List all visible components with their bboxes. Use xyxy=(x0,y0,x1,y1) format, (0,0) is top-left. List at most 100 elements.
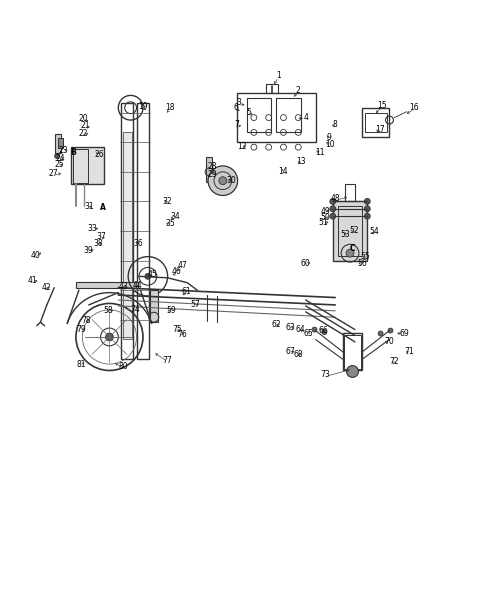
Text: 28: 28 xyxy=(207,163,217,172)
Text: 72: 72 xyxy=(389,357,399,366)
Text: 46: 46 xyxy=(172,268,181,277)
Text: 5: 5 xyxy=(246,108,251,117)
Text: 42: 42 xyxy=(42,283,52,292)
Text: 20: 20 xyxy=(78,114,88,123)
Bar xyxy=(345,184,355,202)
Text: 44: 44 xyxy=(132,281,142,290)
Text: 41: 41 xyxy=(27,276,37,285)
Bar xyxy=(362,108,389,137)
Circle shape xyxy=(208,166,238,196)
Text: A: A xyxy=(100,203,106,212)
Text: 35: 35 xyxy=(165,219,175,228)
Circle shape xyxy=(347,365,358,377)
Text: 68: 68 xyxy=(293,350,303,359)
Text: 45: 45 xyxy=(148,270,158,279)
Bar xyxy=(73,149,88,182)
Text: 50: 50 xyxy=(320,212,330,221)
Text: 26: 26 xyxy=(95,150,105,159)
Text: 54: 54 xyxy=(370,227,380,236)
Text: 71: 71 xyxy=(404,347,414,356)
Circle shape xyxy=(55,154,60,158)
Text: 22: 22 xyxy=(78,130,88,139)
Text: C: C xyxy=(350,244,355,253)
Text: 18: 18 xyxy=(165,103,175,112)
Text: 11: 11 xyxy=(315,148,324,157)
Text: 37: 37 xyxy=(96,232,106,241)
Text: 8: 8 xyxy=(333,121,338,130)
Circle shape xyxy=(364,199,370,205)
Text: 10: 10 xyxy=(325,140,335,149)
Bar xyxy=(333,202,367,260)
Text: 73: 73 xyxy=(320,370,330,379)
Text: 77: 77 xyxy=(163,356,173,365)
Text: 67: 67 xyxy=(286,347,296,356)
Text: 21: 21 xyxy=(80,121,90,130)
Circle shape xyxy=(388,328,393,333)
Text: 36: 36 xyxy=(133,239,143,248)
Text: 15: 15 xyxy=(377,101,387,110)
Text: 52: 52 xyxy=(349,226,359,235)
Text: 66: 66 xyxy=(318,326,328,335)
Bar xyxy=(123,133,132,340)
Text: 76: 76 xyxy=(177,330,187,339)
Text: 19: 19 xyxy=(138,102,148,111)
Text: 1: 1 xyxy=(276,71,281,80)
Circle shape xyxy=(364,213,370,219)
Circle shape xyxy=(346,249,354,257)
Text: 40: 40 xyxy=(31,251,40,260)
Text: 74: 74 xyxy=(131,305,141,314)
Text: 80: 80 xyxy=(118,362,128,371)
Text: 55: 55 xyxy=(360,252,370,261)
Circle shape xyxy=(106,333,113,341)
Text: 38: 38 xyxy=(94,239,104,248)
Bar xyxy=(137,103,149,359)
Text: 12: 12 xyxy=(237,142,246,151)
Bar xyxy=(206,157,212,182)
Bar xyxy=(121,103,133,359)
Text: 56: 56 xyxy=(357,259,367,268)
Text: 31: 31 xyxy=(84,202,94,211)
Text: 48: 48 xyxy=(330,194,340,203)
Text: 63: 63 xyxy=(286,323,296,332)
Text: 2: 2 xyxy=(296,86,301,95)
Bar xyxy=(266,84,278,93)
Text: 47: 47 xyxy=(177,261,187,270)
Text: 7: 7 xyxy=(234,121,239,130)
Circle shape xyxy=(330,199,336,205)
Text: 34: 34 xyxy=(170,212,180,221)
Text: 39: 39 xyxy=(84,246,94,255)
Text: 62: 62 xyxy=(271,320,281,329)
Circle shape xyxy=(364,206,370,212)
Text: 59: 59 xyxy=(167,307,176,316)
Text: 58: 58 xyxy=(104,307,113,316)
Text: 53: 53 xyxy=(340,230,350,239)
Text: B: B xyxy=(70,148,76,157)
Bar xyxy=(55,134,61,153)
Text: 75: 75 xyxy=(173,325,182,334)
Text: 13: 13 xyxy=(296,157,306,166)
Text: 43: 43 xyxy=(118,281,128,290)
Circle shape xyxy=(330,213,336,219)
Circle shape xyxy=(322,329,327,335)
Text: 70: 70 xyxy=(385,337,394,346)
Text: 57: 57 xyxy=(190,301,200,310)
Text: 24: 24 xyxy=(55,154,65,163)
Bar xyxy=(76,282,138,287)
Circle shape xyxy=(145,274,151,279)
Text: 4: 4 xyxy=(303,113,308,122)
Text: 23: 23 xyxy=(58,146,68,155)
Circle shape xyxy=(219,177,227,185)
Bar xyxy=(276,98,301,133)
Bar xyxy=(365,113,387,133)
Bar xyxy=(71,147,104,184)
Text: 64: 64 xyxy=(296,325,306,334)
Bar xyxy=(246,98,271,133)
Text: 6: 6 xyxy=(233,103,238,112)
Text: 51: 51 xyxy=(318,218,328,227)
Text: 29: 29 xyxy=(207,170,217,179)
Bar xyxy=(58,138,63,148)
Text: 14: 14 xyxy=(279,167,288,176)
Text: 69: 69 xyxy=(399,329,409,338)
Text: 49: 49 xyxy=(320,207,330,216)
Text: 32: 32 xyxy=(163,197,173,206)
